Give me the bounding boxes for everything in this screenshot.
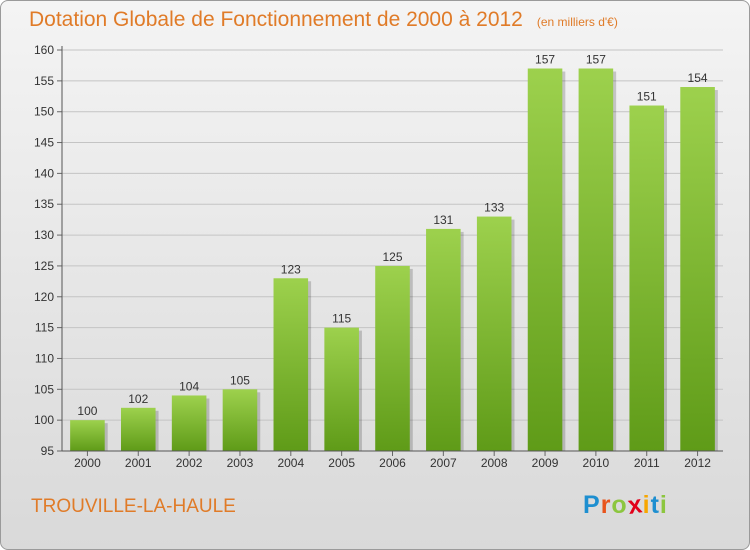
x-tick-label: 2004 bbox=[277, 456, 304, 470]
y-tick-label: 155 bbox=[34, 74, 54, 88]
y-tick-label: 130 bbox=[34, 228, 54, 242]
axes bbox=[61, 46, 723, 452]
data-label: 102 bbox=[128, 392, 148, 406]
bars bbox=[70, 68, 718, 452]
chart-title: Dotation Globale de Fonctionnement de 20… bbox=[29, 8, 618, 32]
data-label: 105 bbox=[230, 373, 250, 387]
y-tick-label: 100 bbox=[34, 413, 54, 427]
title-unit: (en milliers d'€) bbox=[536, 15, 618, 29]
proxiti-logo: Proxiti bbox=[583, 490, 668, 520]
data-label: 131 bbox=[433, 213, 453, 227]
x-tick-label: 2007 bbox=[430, 456, 457, 470]
x-tick-label: 2005 bbox=[328, 456, 355, 470]
x-axis-ticks: 2000 2001 2002 2003 2004 2005 2006 2007 2008 2009… bbox=[74, 451, 711, 470]
data-label: 133 bbox=[484, 201, 504, 215]
bar-2005 bbox=[324, 327, 359, 451]
y-tick-label: 95 bbox=[41, 444, 55, 458]
x-tick-label: 2012 bbox=[684, 456, 711, 470]
data-label: 151 bbox=[637, 90, 657, 104]
bar-2011 bbox=[629, 105, 665, 452]
logo-letter: r bbox=[600, 491, 612, 519]
y-axis-ticks: 95 100 105 110 115 120 125 130 135 140 145 150 155 16… bbox=[34, 43, 62, 458]
data-label: 115 bbox=[332, 312, 351, 326]
bar-2008 bbox=[476, 216, 512, 451]
y-tick-label: 110 bbox=[35, 351, 54, 365]
bar-2000 bbox=[70, 420, 105, 451]
x-tick-label: 2002 bbox=[176, 456, 203, 470]
x-tick-label: 2011 bbox=[634, 456, 660, 470]
x-tick-label: 2001 bbox=[125, 456, 152, 470]
bar-2012 bbox=[680, 87, 715, 451]
y-tick-label: 140 bbox=[34, 166, 54, 180]
x-tick-label: 2003 bbox=[227, 456, 254, 470]
y-tick-label: 105 bbox=[34, 382, 54, 396]
data-labels: 100 102 104 105 123 115 125 131 133 157 157 151 154 bbox=[77, 53, 708, 419]
bar-2002 bbox=[171, 395, 207, 451]
logo-letter: i bbox=[642, 491, 651, 519]
y-tick-label: 135 bbox=[34, 197, 54, 211]
logo-letter: P bbox=[583, 491, 601, 519]
data-label: 154 bbox=[688, 71, 708, 85]
x-tick-label: 2009 bbox=[532, 456, 559, 470]
x-tick-label: 2006 bbox=[379, 456, 406, 470]
data-label: 157 bbox=[586, 53, 606, 67]
bar-2006 bbox=[375, 265, 410, 451]
place-name: TROUVILLE-LA-HAULE bbox=[31, 496, 236, 517]
bar-2009 bbox=[527, 68, 563, 451]
data-label: 123 bbox=[281, 262, 301, 276]
data-label: 157 bbox=[535, 53, 555, 67]
y-tick-label: 115 bbox=[35, 321, 54, 335]
bar-2003 bbox=[222, 389, 258, 451]
bar-2010 bbox=[578, 68, 614, 451]
data-label: 125 bbox=[382, 250, 402, 264]
data-label: 100 bbox=[77, 404, 97, 418]
logo-letter: o bbox=[611, 491, 628, 519]
y-tick-label: 160 bbox=[34, 43, 54, 57]
data-label: 104 bbox=[179, 379, 199, 393]
bar-2001 bbox=[120, 407, 156, 451]
bar-2007 bbox=[426, 228, 461, 451]
y-tick-label: 125 bbox=[34, 259, 54, 273]
y-tick-label: 145 bbox=[34, 136, 54, 150]
logo-letter: t bbox=[650, 491, 660, 519]
bar-2004 bbox=[273, 278, 309, 451]
logo-letter: i bbox=[659, 491, 668, 519]
x-tick-label: 2010 bbox=[583, 456, 610, 470]
x-tick-label: 2008 bbox=[481, 456, 508, 470]
y-tick-label: 150 bbox=[34, 105, 54, 119]
x-tick-label: 2000 bbox=[74, 456, 101, 470]
title-text: Dotation Globale de Fonctionnement de 20… bbox=[29, 8, 523, 31]
y-tick-label: 120 bbox=[34, 290, 54, 304]
